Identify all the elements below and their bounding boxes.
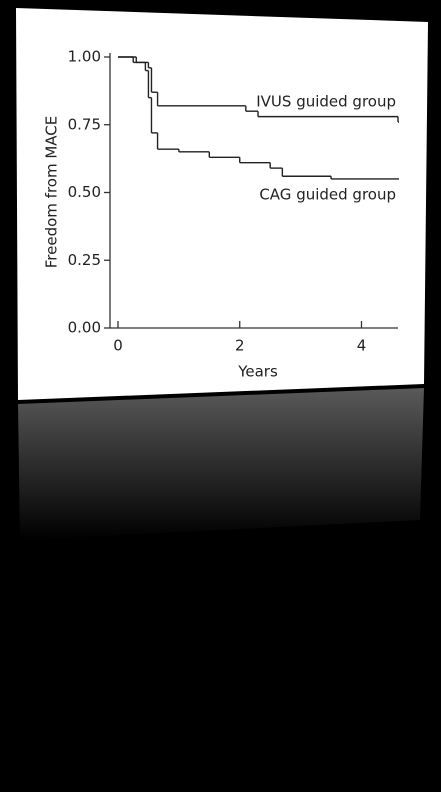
reflection (18, 388, 424, 540)
y-tick-label: 0.75 (68, 115, 101, 133)
series-label: IVUS guided group (256, 93, 396, 111)
x-tick-label: 2 (235, 337, 245, 355)
y-tick-label: 1.00 (68, 48, 101, 66)
y-tick-label: 0.25 (68, 251, 101, 269)
y-tick-label: 0.50 (68, 183, 101, 201)
y-tick-label: 0.00 (68, 319, 101, 337)
x-axis-label: Years (237, 363, 278, 381)
y-axis-label: Freedom from MACE (43, 116, 61, 268)
x-tick-label: 0 (113, 337, 123, 355)
series-label: CAG guided group (259, 185, 396, 203)
chart-panel (16, 8, 428, 400)
x-tick-label: 4 (357, 337, 367, 355)
